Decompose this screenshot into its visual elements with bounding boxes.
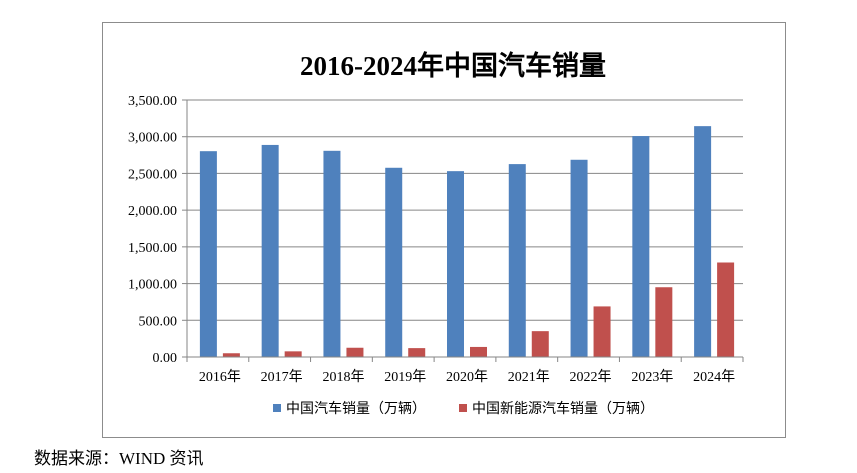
bar-chart: 2016-2024年中国汽车销量 0.00 500.00 1,000.00 1,500…: [128, 50, 744, 417]
legend-label: 中国新能源汽车销量（万辆）: [472, 400, 654, 417]
y-tick-label: 1,000.00: [128, 278, 177, 293]
x-tick-label: 2021年: [508, 369, 550, 385]
bar-nev-sales: [655, 287, 673, 357]
bar-nev-sales: [346, 347, 364, 357]
y-tick-label: 1,500.00: [128, 241, 177, 256]
legend-label: 中国汽车销量（万辆）: [286, 400, 426, 417]
x-tick-label: 2024年: [693, 369, 735, 385]
bar-total-sales: [570, 159, 588, 357]
y-tick-label: 0.00: [153, 351, 178, 366]
bar-nev-sales: [284, 351, 302, 357]
bar-total-sales: [508, 164, 526, 357]
y-tick-label: 2,500.00: [128, 167, 177, 182]
axes: 0.00 500.00 1,000.00 1,500.00 2,000.00 2,500.…: [128, 94, 744, 385]
gridlines: [187, 99, 743, 321]
bar-total-sales: [199, 151, 217, 357]
chart-title: 2016-2024年中国汽车销量: [300, 50, 606, 81]
bar-total-sales: [385, 167, 403, 357]
y-tick-label: 500.00: [139, 314, 178, 329]
bar-total-sales: [261, 144, 279, 357]
bar-total-sales: [694, 126, 712, 358]
bar-total-sales: [323, 150, 341, 357]
x-tick-label: 2016年: [199, 369, 241, 385]
legend-swatch-nev-sales: [459, 404, 467, 412]
bar-nev-sales: [408, 348, 426, 357]
bar-nev-sales: [470, 346, 487, 357]
bar-nev-sales: [717, 262, 735, 357]
bar-nev-sales: [593, 306, 611, 357]
y-tick-label: 3,000.00: [128, 131, 177, 146]
bar-nev-sales: [531, 331, 549, 357]
x-tick-label: 2018年: [322, 369, 364, 385]
bar-total-sales: [632, 136, 650, 357]
x-tick-label: 2020年: [446, 369, 488, 385]
legend: 中国汽车销量（万辆） 中国新能源汽车销量（万辆）: [273, 400, 654, 417]
source-note: 数据来源：WIND 资讯: [34, 449, 204, 468]
bars: [199, 126, 735, 358]
legend-swatch-total-sales: [273, 404, 281, 412]
y-tick-label: 2,000.00: [128, 204, 177, 219]
chart-frame: 2016-2024年中国汽车销量 0.00 500.00 1,000.00 1,500…: [102, 22, 786, 438]
bar-nev-sales: [222, 353, 240, 357]
x-tick-label: 2023年: [631, 369, 673, 385]
x-tick-label: 2019年: [384, 369, 426, 385]
y-tick-label: 3,500.00: [128, 94, 177, 109]
x-tick-label: 2017年: [261, 369, 303, 385]
bar-total-sales: [447, 171, 464, 357]
x-tick-label: 2022年: [570, 369, 612, 385]
